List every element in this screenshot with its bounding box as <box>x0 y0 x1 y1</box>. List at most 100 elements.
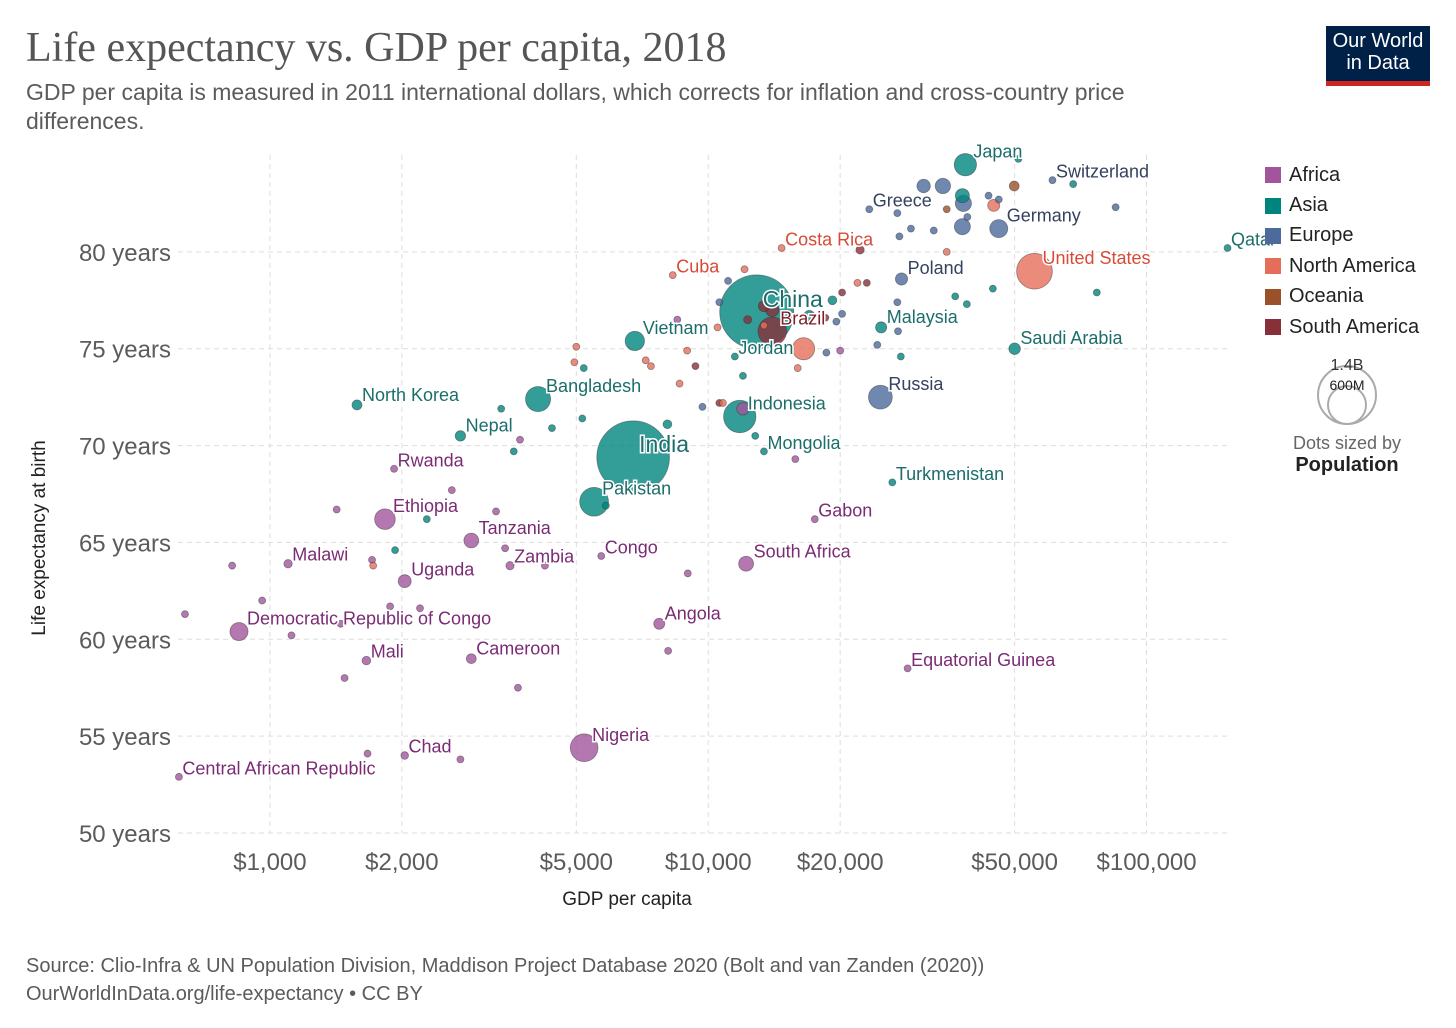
data-point[interactable] <box>853 278 862 287</box>
data-point[interactable] <box>601 501 610 510</box>
data-point[interactable] <box>736 402 750 416</box>
data-point[interactable] <box>862 278 871 287</box>
data-point[interactable] <box>340 674 349 682</box>
data-point[interactable] <box>647 362 655 371</box>
data-point[interactable] <box>994 195 1003 204</box>
data-point[interactable] <box>739 371 747 380</box>
data-point[interactable] <box>893 209 902 218</box>
data-point[interactable] <box>386 602 394 611</box>
data-point[interactable] <box>683 346 692 355</box>
data-point[interactable] <box>1092 288 1101 297</box>
data-point[interactable] <box>791 455 800 464</box>
data-point[interactable] <box>548 424 556 433</box>
data-point[interactable] <box>287 631 296 640</box>
data-point[interactable] <box>724 277 733 285</box>
data-point[interactable] <box>454 430 467 442</box>
data-point[interactable] <box>516 435 524 444</box>
data-point[interactable] <box>873 340 882 349</box>
data-point[interactable] <box>1111 203 1120 212</box>
data-point[interactable] <box>836 346 845 355</box>
data-point[interactable] <box>447 486 456 495</box>
data-point[interactable] <box>868 384 893 410</box>
data-point[interactable] <box>760 447 768 456</box>
data-point[interactable] <box>907 224 915 233</box>
data-point[interactable] <box>962 300 971 309</box>
legend-item[interactable]: Oceania <box>1265 282 1419 312</box>
data-point[interactable] <box>893 298 902 307</box>
data-point[interactable] <box>641 356 650 365</box>
data-point[interactable] <box>988 284 997 293</box>
data-point[interactable] <box>894 327 902 336</box>
data-point[interactable] <box>492 507 500 516</box>
data-point[interactable] <box>258 596 267 605</box>
source-link[interactable]: OurWorldInData.org/life-expectancy • CC … <box>26 983 423 1005</box>
data-point[interactable] <box>283 559 293 569</box>
data-point[interactable] <box>984 191 993 200</box>
data-point[interactable] <box>501 544 510 553</box>
data-point[interactable] <box>821 313 830 322</box>
data-point[interactable] <box>463 532 480 549</box>
data-point[interactable] <box>673 315 682 324</box>
data-point[interactable] <box>916 178 931 194</box>
data-point[interactable] <box>934 177 951 195</box>
data-point[interactable] <box>390 464 399 473</box>
data-point[interactable] <box>228 561 237 570</box>
data-point[interactable] <box>1069 180 1078 188</box>
data-point[interactable] <box>903 664 912 673</box>
data-point[interactable] <box>505 561 515 571</box>
data-point[interactable] <box>572 342 581 351</box>
data-point[interactable] <box>942 205 951 214</box>
legend-item[interactable]: Africa <box>1265 160 1419 190</box>
legend-item[interactable]: South America <box>1265 312 1419 342</box>
data-point[interactable] <box>369 561 378 570</box>
data-point[interactable] <box>664 647 673 655</box>
data-point[interactable] <box>497 404 506 413</box>
data-point[interactable] <box>792 337 816 361</box>
data-point[interactable] <box>953 218 971 236</box>
data-point[interactable] <box>810 515 819 524</box>
data-point[interactable] <box>760 321 768 330</box>
data-point[interactable] <box>1223 244 1232 252</box>
data-point[interactable] <box>541 561 549 570</box>
data-point[interactable] <box>875 321 888 334</box>
data-point[interactable] <box>895 272 909 286</box>
data-point[interactable] <box>1008 180 1020 192</box>
data-point[interactable] <box>951 292 960 301</box>
data-point[interactable] <box>596 420 670 494</box>
data-point[interactable] <box>751 431 760 440</box>
data-point[interactable] <box>793 364 802 372</box>
data-point[interactable] <box>569 733 599 763</box>
data-point[interactable] <box>391 546 399 555</box>
data-point[interactable] <box>803 309 816 322</box>
data-point[interactable] <box>361 655 372 666</box>
legend-item[interactable]: Asia <box>1265 190 1419 220</box>
data-point[interactable] <box>1008 342 1021 355</box>
data-point[interactable] <box>336 619 345 628</box>
data-point[interactable] <box>363 749 372 758</box>
data-point[interactable] <box>332 505 341 514</box>
data-point[interactable] <box>757 300 770 313</box>
data-point[interactable] <box>175 772 183 781</box>
data-point[interactable] <box>1048 176 1057 185</box>
data-point[interactable] <box>683 569 692 578</box>
data-point[interactable] <box>1016 252 1053 290</box>
data-point[interactable] <box>822 348 831 357</box>
owid-logo[interactable]: Our World in Data <box>1326 26 1430 86</box>
data-point[interactable] <box>953 153 977 177</box>
data-point[interactable] <box>855 245 865 255</box>
legend-item[interactable]: North America <box>1265 251 1419 281</box>
legend-item[interactable]: Europe <box>1265 221 1419 251</box>
data-point[interactable] <box>181 610 189 619</box>
data-point[interactable] <box>865 205 874 214</box>
data-point[interactable] <box>597 552 606 560</box>
data-point[interactable] <box>730 352 739 361</box>
data-point[interactable] <box>465 653 477 665</box>
data-point[interactable] <box>777 244 786 252</box>
data-point[interactable] <box>525 386 552 413</box>
data-point[interactable] <box>715 298 724 307</box>
data-point[interactable] <box>422 515 431 524</box>
data-point[interactable] <box>229 622 249 642</box>
data-point[interactable] <box>713 323 722 332</box>
data-point[interactable] <box>397 574 412 589</box>
data-point[interactable] <box>963 213 972 221</box>
